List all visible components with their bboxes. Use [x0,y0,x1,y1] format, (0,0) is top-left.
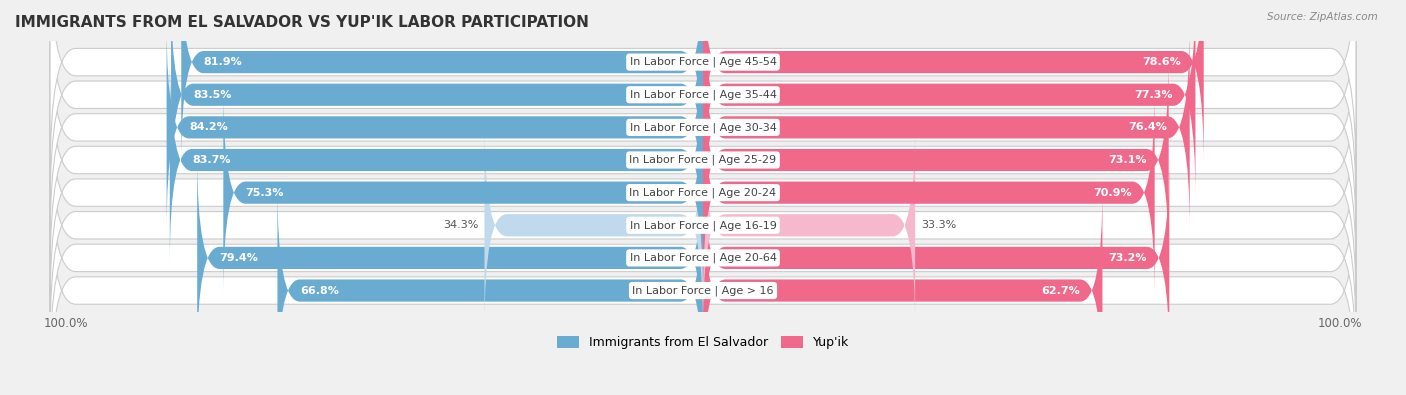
FancyBboxPatch shape [703,122,915,328]
FancyBboxPatch shape [51,109,1355,342]
FancyBboxPatch shape [51,0,1355,179]
FancyBboxPatch shape [51,76,1355,309]
FancyBboxPatch shape [167,24,703,231]
FancyBboxPatch shape [51,43,1355,277]
Text: Source: ZipAtlas.com: Source: ZipAtlas.com [1267,12,1378,22]
Text: 34.3%: 34.3% [443,220,478,230]
FancyBboxPatch shape [703,155,1170,361]
FancyBboxPatch shape [197,155,703,361]
Legend: Immigrants from El Salvador, Yup'ik: Immigrants from El Salvador, Yup'ik [551,331,855,354]
Text: In Labor Force | Age 45-54: In Labor Force | Age 45-54 [630,57,776,68]
Text: In Labor Force | Age 25-29: In Labor Force | Age 25-29 [630,155,776,165]
FancyBboxPatch shape [703,24,1189,231]
Text: 78.6%: 78.6% [1143,57,1181,67]
Text: 70.9%: 70.9% [1094,188,1132,198]
Text: 83.7%: 83.7% [193,155,231,165]
FancyBboxPatch shape [51,0,1355,212]
Text: 62.7%: 62.7% [1042,286,1080,295]
Text: 66.8%: 66.8% [299,286,339,295]
FancyBboxPatch shape [703,57,1168,263]
Text: In Labor Force | Age 20-24: In Labor Force | Age 20-24 [630,187,776,198]
Text: 83.5%: 83.5% [194,90,232,100]
FancyBboxPatch shape [703,187,1102,394]
FancyBboxPatch shape [51,141,1355,375]
Text: 73.1%: 73.1% [1108,155,1146,165]
FancyBboxPatch shape [224,90,703,296]
FancyBboxPatch shape [703,0,1204,165]
Text: In Labor Force | Age 20-64: In Labor Force | Age 20-64 [630,253,776,263]
Text: IMMIGRANTS FROM EL SALVADOR VS YUP'IK LABOR PARTICIPATION: IMMIGRANTS FROM EL SALVADOR VS YUP'IK LA… [15,15,589,30]
FancyBboxPatch shape [51,174,1355,395]
Text: 77.3%: 77.3% [1135,90,1173,100]
Text: 81.9%: 81.9% [204,57,242,67]
FancyBboxPatch shape [277,187,703,394]
FancyBboxPatch shape [485,122,703,328]
FancyBboxPatch shape [170,57,703,263]
Text: 33.3%: 33.3% [921,220,956,230]
Text: 76.4%: 76.4% [1129,122,1167,132]
FancyBboxPatch shape [703,0,1195,198]
Text: 84.2%: 84.2% [188,122,228,132]
FancyBboxPatch shape [703,90,1154,296]
Text: In Labor Force | Age 30-34: In Labor Force | Age 30-34 [630,122,776,133]
Text: 75.3%: 75.3% [246,188,284,198]
FancyBboxPatch shape [172,0,703,198]
Text: 73.2%: 73.2% [1108,253,1147,263]
Text: In Labor Force | Age 16-19: In Labor Force | Age 16-19 [630,220,776,231]
Text: 79.4%: 79.4% [219,253,259,263]
Text: In Labor Force | Age 35-44: In Labor Force | Age 35-44 [630,90,776,100]
Text: In Labor Force | Age > 16: In Labor Force | Age > 16 [633,285,773,296]
FancyBboxPatch shape [181,0,703,165]
FancyBboxPatch shape [51,11,1355,244]
